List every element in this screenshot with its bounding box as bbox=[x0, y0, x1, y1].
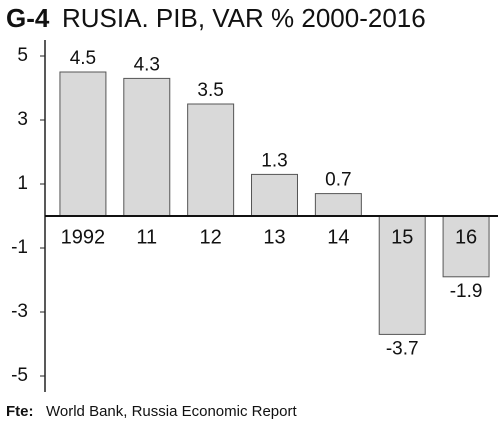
source-text: World Bank, Russia Economic Report bbox=[46, 403, 297, 420]
y-tick-label: 3 bbox=[17, 109, 28, 130]
y-tick-label: -3 bbox=[11, 301, 28, 322]
y-tick-label: 5 bbox=[17, 45, 28, 66]
bar bbox=[251, 173, 298, 217]
x-tick-label: 1992 bbox=[61, 226, 106, 248]
value-label: -1.9 bbox=[450, 281, 483, 302]
x-tick-label: 14 bbox=[327, 226, 349, 248]
value-label: 4.5 bbox=[70, 48, 96, 69]
bar bbox=[123, 77, 171, 217]
bar bbox=[378, 215, 426, 335]
source-label: Fte: bbox=[6, 403, 34, 420]
x-tick-label: 11 bbox=[136, 226, 157, 248]
bar bbox=[59, 71, 107, 217]
x-tick-label: 16 bbox=[455, 226, 477, 248]
value-label: 1.3 bbox=[261, 150, 287, 171]
x-tick-label: 12 bbox=[200, 226, 222, 248]
chart-title-code: G-4 bbox=[6, 3, 50, 33]
y-tick-label: -5 bbox=[11, 365, 28, 386]
x-tick-label: 13 bbox=[263, 226, 285, 248]
value-label: -3.7 bbox=[386, 338, 419, 359]
x-tick-label: 15 bbox=[391, 226, 413, 248]
value-label: 4.3 bbox=[134, 54, 160, 75]
value-label: 0.7 bbox=[325, 170, 351, 191]
chart-title: RUSIA. PIB, VAR % 2000-2016 bbox=[62, 3, 426, 33]
y-tick-label: 1 bbox=[17, 173, 28, 194]
bar bbox=[442, 215, 490, 278]
y-tick-label: -1 bbox=[11, 237, 28, 258]
bar bbox=[187, 103, 235, 217]
bar bbox=[314, 193, 362, 217]
value-label: 3.5 bbox=[197, 80, 223, 101]
